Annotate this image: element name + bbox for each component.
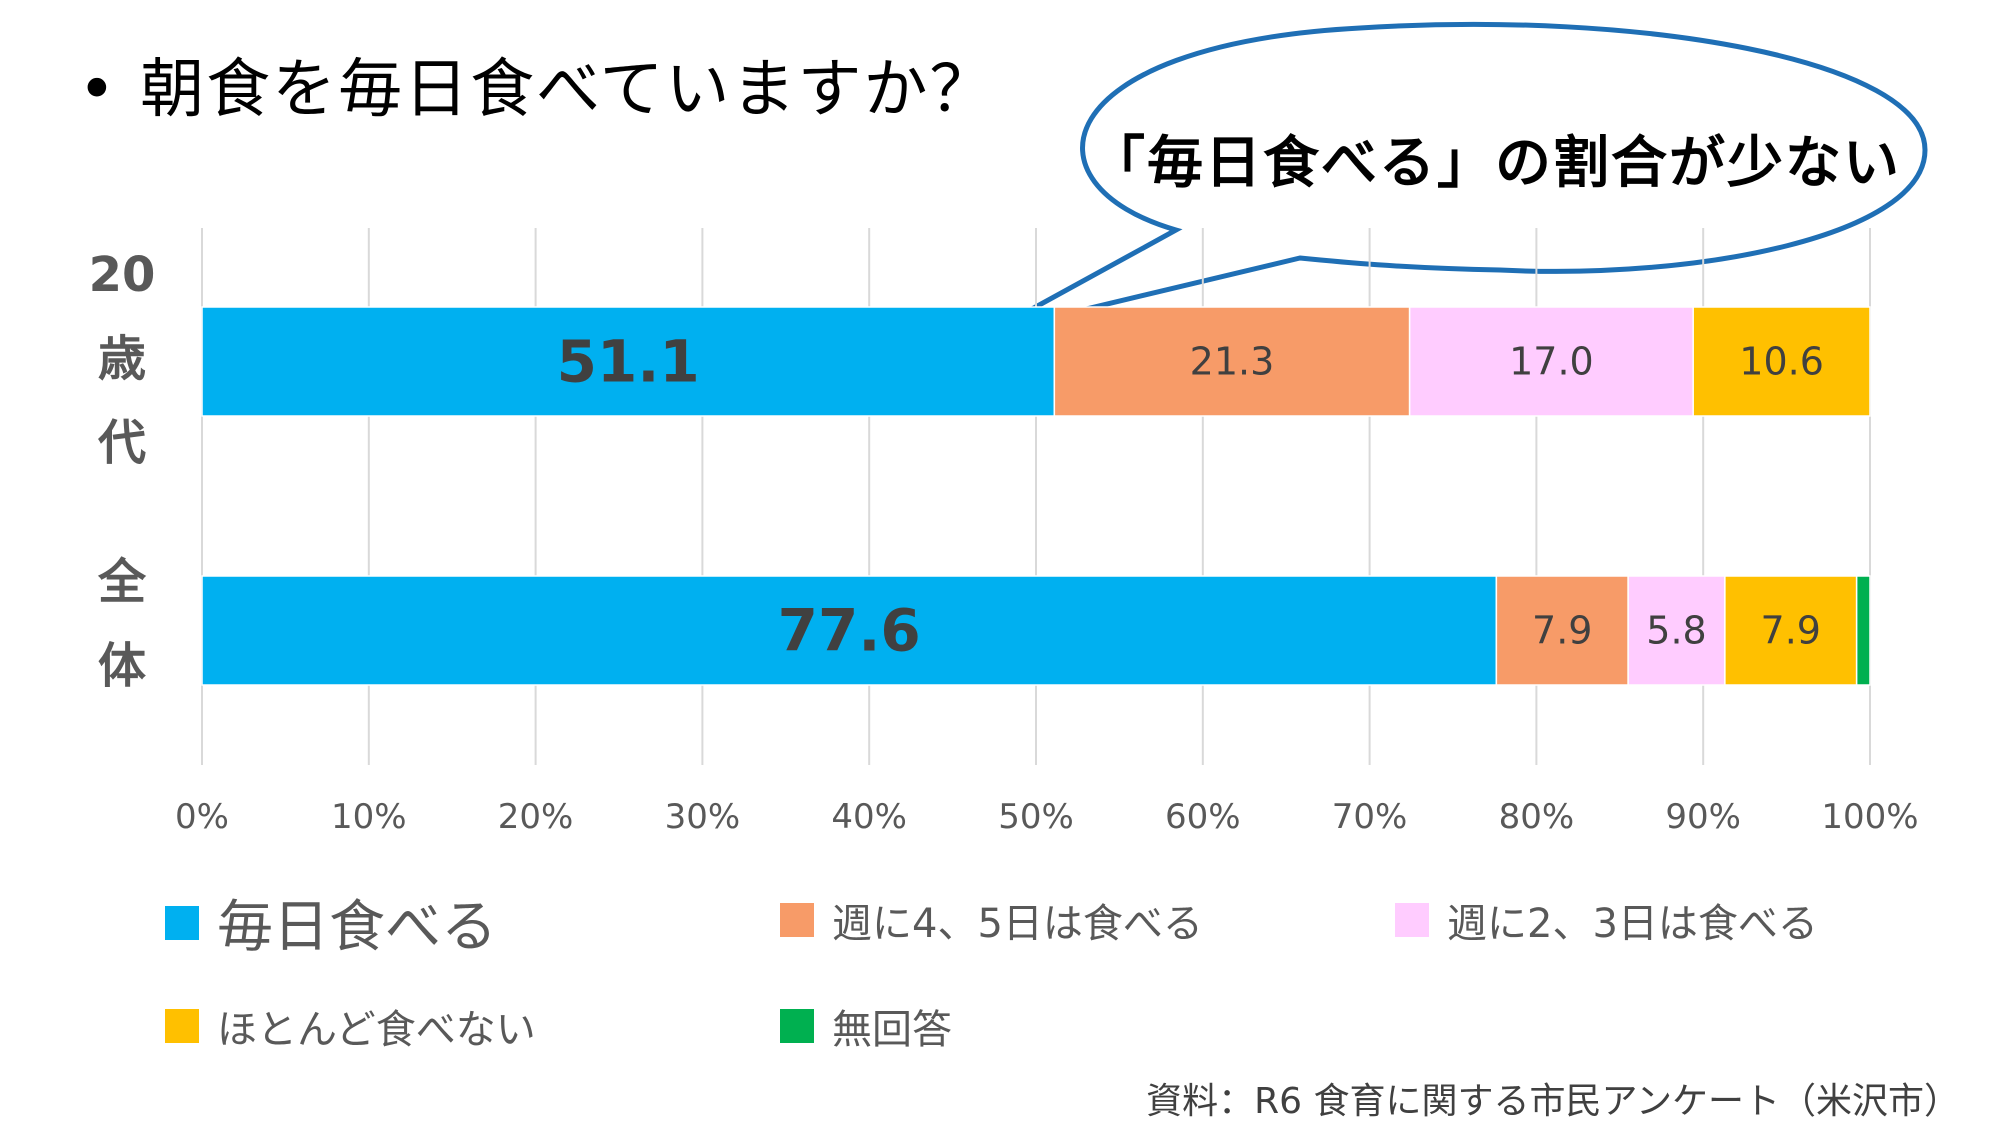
bar-data-label: 7.9 xyxy=(1532,609,1592,653)
category-label-char: 20 xyxy=(88,247,156,303)
bar-segment xyxy=(1627,575,1726,686)
x-tick-label: 70% xyxy=(1332,797,1408,837)
legend-label: 週に4、5日は食べる xyxy=(832,901,1203,947)
bar-data-label: 17.0 xyxy=(1509,340,1594,384)
callout-shape xyxy=(988,21,1928,335)
callout-text: 「毎日食べる」の割合が少ない xyxy=(1089,131,1901,196)
legend-swatch xyxy=(780,903,814,937)
legend-item: 週に4、5日は食べる xyxy=(780,891,1203,949)
legend-swatch xyxy=(1395,903,1429,937)
bar-segment xyxy=(1408,306,1694,417)
legend-item: ほとんど食べない xyxy=(165,997,536,1055)
x-tick-label: 20% xyxy=(498,797,574,837)
legend-label: 週に2、3日は食べる xyxy=(1447,901,1818,947)
legend-swatch xyxy=(780,1009,814,1043)
x-tick-label: 30% xyxy=(665,797,741,837)
category-label-char: 全 xyxy=(97,554,146,610)
category-label-20s: 20 歳代 xyxy=(82,233,162,485)
category-label-char: 歳 xyxy=(97,331,146,387)
legend-swatch xyxy=(165,1009,199,1043)
bar-segment xyxy=(1724,575,1858,686)
x-tick-label: 50% xyxy=(998,797,1074,837)
x-tick-label: 0% xyxy=(175,797,229,837)
x-tick-label: 60% xyxy=(1165,797,1241,837)
bar-data-label: 21.3 xyxy=(1190,340,1275,384)
legend-label: ほとんど食べない xyxy=(217,1007,536,1053)
bar-segment xyxy=(1053,306,1411,417)
bar-segment xyxy=(1855,575,1871,686)
x-tick-label: 40% xyxy=(831,797,907,837)
bar-data-label: 5.8 xyxy=(1646,609,1706,653)
category-label-char: 代 xyxy=(97,415,146,471)
page-title: • 朝食を毎日食べていますか？ xyxy=(78,53,996,127)
bar-data-label: 10.6 xyxy=(1739,340,1824,384)
legend-swatch xyxy=(165,905,199,940)
x-tick-label: 80% xyxy=(1499,797,1575,837)
x-tick-label: 90% xyxy=(1665,797,1741,837)
source-note: 資料：R6 食育に関する市民アンケート（米沢市） xyxy=(1146,1081,1960,1122)
legend-item: 無回答 xyxy=(780,997,952,1055)
x-tick-label: 10% xyxy=(331,797,407,837)
bar-segment xyxy=(201,575,1498,686)
bar-segment xyxy=(1495,575,1629,686)
bar-data-label: 77.6 xyxy=(778,597,921,665)
bar-data-label: 51.1 xyxy=(557,328,700,396)
category-label-all: 全体 xyxy=(82,540,162,708)
legend-item: 週に2、3日は食べる xyxy=(1395,891,1818,949)
legend-label: 無回答 xyxy=(832,1007,952,1053)
bar-segment xyxy=(1692,306,1871,417)
x-tick-label: 100% xyxy=(1821,797,1918,837)
category-label-char: 体 xyxy=(97,638,146,694)
legend-label: 毎日食べる xyxy=(217,895,497,960)
legend-item: 毎日食べる xyxy=(165,882,497,963)
bar-data-label: 7.9 xyxy=(1761,609,1821,653)
